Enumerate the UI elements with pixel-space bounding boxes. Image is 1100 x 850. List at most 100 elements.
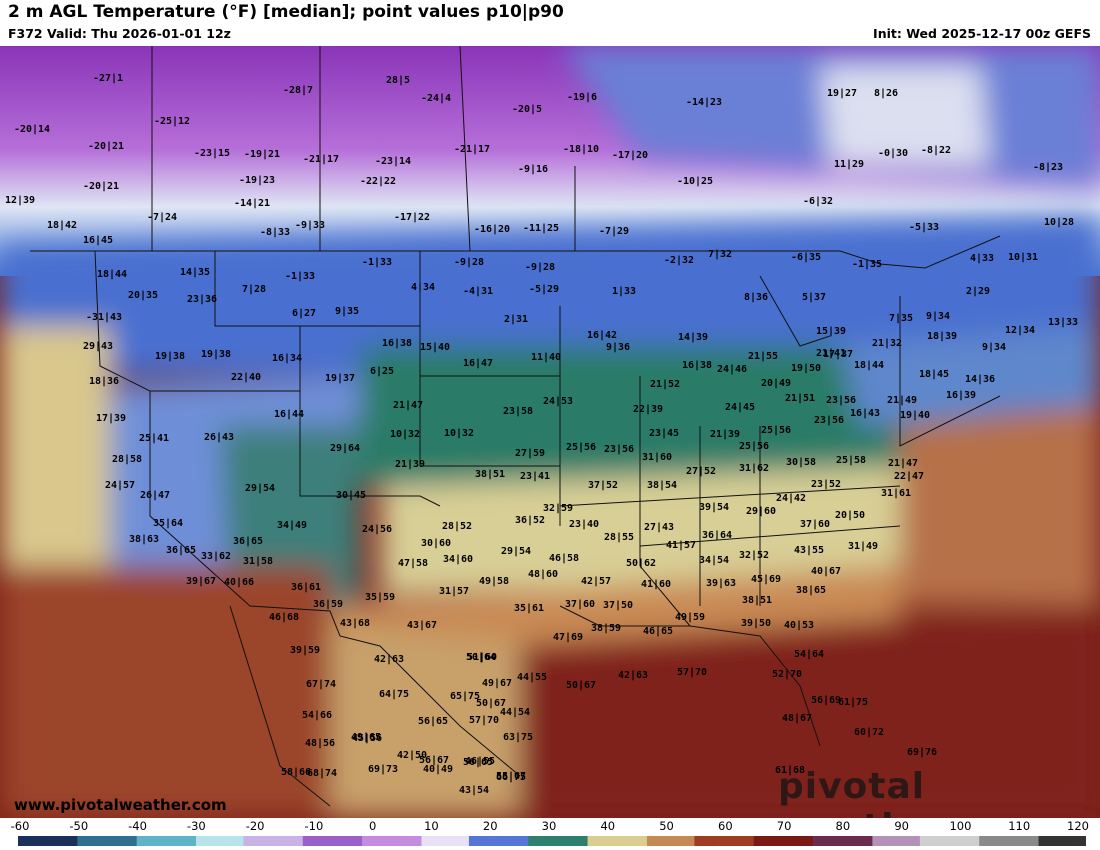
temperature-map[interactable]: -27|1 -28|7 28|5 -24|4 -20|5 -19|6 -14|23 -20|1…: [0, 46, 1100, 818]
point-value-label: 37|52: [588, 480, 618, 491]
point-value-label: 16|42: [587, 330, 617, 341]
point-value-label: -0|30: [878, 148, 908, 159]
colorbar-tick: 70: [776, 819, 792, 833]
point-value-label: 29|43: [83, 341, 113, 352]
point-value-label: 18|36: [89, 376, 119, 387]
point-value-label: 27|52: [686, 466, 716, 477]
point-value-label: -8|33: [260, 227, 290, 238]
point-value-label: 29|54: [501, 546, 531, 557]
colorbar-swatch: [943, 836, 956, 846]
colorbar-swatch: [979, 836, 992, 846]
colorbar-swatch: [77, 836, 90, 846]
colorbar-swatch: [196, 836, 209, 846]
point-value-label: 14|35: [180, 267, 210, 278]
colorbar-swatch: [374, 836, 387, 846]
point-value-label: -10|25: [677, 176, 713, 187]
point-value-label: 23|58: [503, 406, 533, 417]
colorbar-swatch: [89, 836, 102, 846]
colorbar-swatch: [255, 836, 268, 846]
point-value-label: 50|67: [566, 680, 596, 691]
point-value-label: 39|54: [699, 502, 729, 513]
point-value-label: -11|25: [523, 223, 559, 234]
point-value-label: 21|47: [393, 400, 423, 411]
point-value-label: 56|65: [418, 716, 448, 727]
point-value-label: -19|6: [567, 92, 597, 103]
point-value-label: 15|39: [816, 326, 846, 337]
point-value-label: 21|51: [785, 393, 815, 404]
colorbar-swatch: [836, 836, 849, 846]
point-value-label: 48|67: [782, 713, 812, 724]
colorbar-swatch: [172, 836, 185, 846]
point-value-label: 43|55: [794, 545, 824, 556]
point-value-label: 18|44: [854, 360, 884, 371]
colorbar-swatch: [646, 836, 660, 846]
colorbar-swatch: [635, 836, 648, 846]
point-value-label: -23|14: [375, 156, 411, 167]
point-value-label: 32|59: [543, 503, 573, 514]
point-value-label: -28|7: [283, 85, 313, 96]
colorbar-swatch: [433, 836, 446, 846]
colorbar-tick: 30: [541, 819, 557, 833]
point-value-label: -6|35: [791, 252, 821, 263]
point-value-label: 9|34: [982, 342, 1006, 353]
point-value-label: -25|12: [154, 116, 190, 127]
point-value-label: 52|70: [772, 669, 802, 680]
point-value-label: 18|39: [927, 331, 957, 342]
point-value-label: 21|39: [395, 459, 425, 470]
point-value-label: 57|70: [469, 715, 499, 726]
colorbar-swatch: [587, 836, 600, 846]
point-value-label: 43|68: [340, 618, 370, 629]
point-value-label: 34|49: [277, 520, 307, 531]
colorbar-swatch: [658, 836, 671, 846]
colorbar-swatch: [908, 836, 921, 846]
colorbar-swatch: [338, 836, 351, 846]
colorbar-tick: 0: [368, 819, 377, 833]
point-value-label: 50|62: [626, 558, 656, 569]
point-value-label: 29|60: [746, 506, 776, 517]
point-value-label: -17|22: [394, 212, 430, 223]
point-value-label: 38|59: [591, 623, 621, 634]
point-value-label: -5|33: [909, 222, 939, 233]
point-value-label: 44|55: [517, 672, 547, 683]
point-value-label: 10|32: [390, 429, 420, 440]
point-value-label: 21|47: [888, 458, 918, 469]
colorbar-swatch: [397, 836, 410, 846]
colorbar-swatch: [1062, 836, 1075, 846]
point-value-label: 55|67: [496, 771, 526, 782]
colorbar-swatch: [765, 836, 778, 846]
point-value-label: -7|29: [599, 226, 629, 237]
point-value-label: 41|57: [666, 540, 696, 551]
colorbar-tick: -60: [10, 819, 30, 833]
point-value-label: -8|23: [1033, 162, 1063, 173]
colorbar-tick: 40: [600, 819, 616, 833]
colorbar-tick: 20: [482, 819, 498, 833]
point-value-label: 31|57: [439, 586, 469, 597]
point-value-label: 36|65: [233, 536, 263, 547]
colorbar-swatch: [528, 836, 541, 846]
point-value-label: 42|63: [374, 654, 404, 665]
point-value-label: 49|67: [482, 678, 512, 689]
point-value-label: 18|42: [47, 220, 77, 231]
point-value-label: 36|65: [166, 545, 196, 556]
point-value-label: 41|60: [641, 579, 671, 590]
point-value-label: 7|32: [708, 249, 732, 260]
colorbar-swatch: [1038, 836, 1051, 846]
point-value-label: 23|56: [604, 444, 634, 455]
point-value-label: 66|75: [496, 772, 526, 783]
colorbar-swatch: [789, 836, 802, 846]
colorbar-swatch: [41, 836, 54, 846]
colorbar-swatch: [29, 836, 43, 846]
point-value-label: 20|50: [835, 510, 865, 521]
colorbar-swatch: [480, 836, 493, 846]
point-value-label: 21|32: [872, 338, 902, 349]
colorbar-swatch: [991, 836, 1004, 846]
point-value-label: 35|64: [153, 518, 183, 529]
colorbar-swatch: [611, 836, 624, 846]
point-value-label: 16|38: [382, 338, 412, 349]
point-value-label: 37|60: [800, 519, 830, 530]
colorbar-tick: -20: [245, 819, 265, 833]
colorbar-swatch: [575, 836, 588, 846]
point-value-label: 21|49: [887, 395, 917, 406]
point-value-label: 18|45: [919, 369, 949, 380]
point-value-label: 16|44: [274, 409, 304, 420]
